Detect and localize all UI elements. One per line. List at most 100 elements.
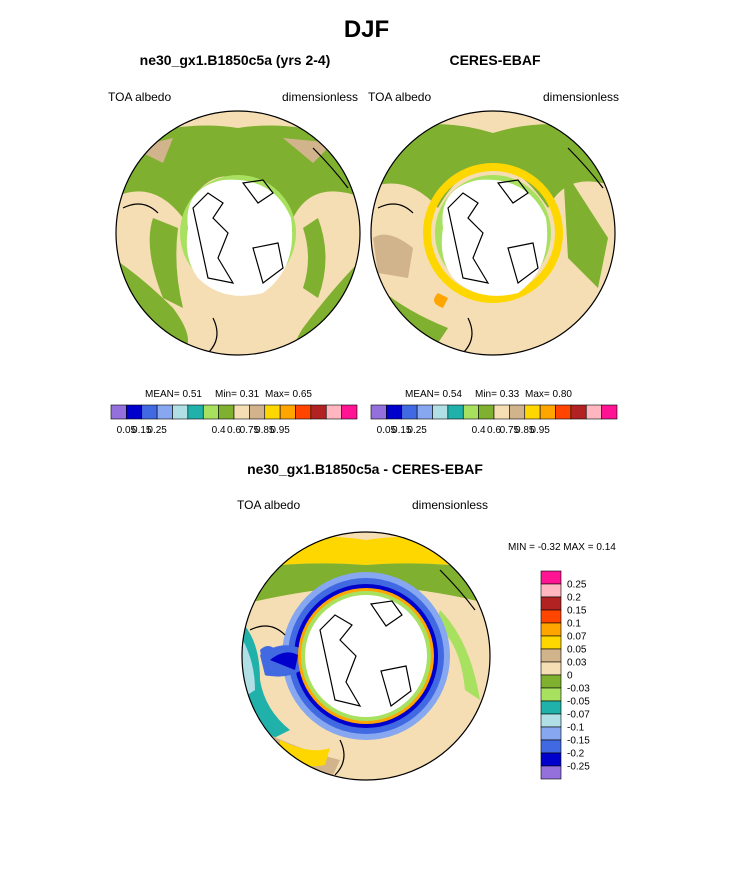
panel-2-variable-label: TOA albedo bbox=[368, 90, 432, 104]
panel-3-colorbar-swatch bbox=[540, 609, 562, 624]
panel-3-colorbar-swatch bbox=[540, 700, 562, 715]
panel-2-colorbar-swatch bbox=[539, 404, 556, 420]
panel-2-colorbar-tick-label: 0.05 bbox=[377, 425, 397, 436]
panel-3-colorbar-swatch bbox=[540, 648, 562, 663]
panel-1-colorbar-swatch bbox=[110, 404, 127, 420]
panel-1-min: Min= 0.31 bbox=[215, 389, 260, 400]
panel-2-max: Max= 0.80 bbox=[525, 389, 572, 400]
panel-2-colorbar-tick-label: 0.75 bbox=[500, 425, 520, 436]
panel-3-colorbar-tick-label: 0.25 bbox=[567, 580, 587, 591]
panel-3-title: ne30_gx1.B1850c5a - CERES-EBAF bbox=[247, 461, 483, 477]
panel-3-colorbar-tick-label: 0.15 bbox=[567, 606, 587, 617]
panel-1-colorbar: 0.050.150.25 0.4 0.60.750.850.95 bbox=[110, 404, 358, 436]
panel-1-colorbar-swatch bbox=[233, 404, 250, 420]
panel-1-colorbar-swatch bbox=[156, 404, 173, 420]
panel-1-colorbar-swatch bbox=[187, 404, 204, 420]
panel-2-colorbar-tick-label: 0.15 bbox=[392, 425, 412, 436]
panel-2-colorbar: 0.050.150.25 0.4 0.60.750.850.95 bbox=[370, 404, 618, 436]
panel-2-colorbar-swatch bbox=[585, 404, 602, 420]
panel-3-colorbar-tick-label: -0.05 bbox=[567, 697, 590, 708]
panel-2-title: CERES-EBAF bbox=[449, 52, 541, 68]
panel-1-colorbar-swatch bbox=[141, 404, 158, 420]
panel-1-variable-label: TOA albedo bbox=[108, 90, 172, 104]
panel-1-mean: MEAN= 0.51 bbox=[145, 389, 202, 400]
panel-1-colorbar-tick-label: 0.15 bbox=[132, 425, 152, 436]
panel-3-colorbar-tick-label: -0.03 bbox=[567, 684, 590, 695]
panel-3-colorbar-swatch bbox=[540, 687, 562, 702]
panel-3-polar-map bbox=[241, 531, 491, 781]
panel-3-colorbar-swatch bbox=[540, 596, 562, 611]
panel-1-colorbar-swatch bbox=[126, 404, 143, 420]
panel-3-colorbar-swatch bbox=[540, 739, 562, 754]
panel-3-colorbar-swatch bbox=[540, 570, 562, 585]
panel-2-colorbar-tick-label: 0.6 bbox=[487, 425, 501, 436]
panel-2-colorbar-swatch bbox=[432, 404, 449, 420]
panel-3-units-label: dimensionless bbox=[412, 498, 489, 512]
panel-2-colorbar-swatch bbox=[509, 404, 526, 420]
panel-2-units-label: dimensionless bbox=[543, 90, 620, 104]
panel-1-colorbar-swatch bbox=[310, 404, 327, 420]
panel-1-max: Max= 0.65 bbox=[265, 389, 312, 400]
panel-3-colorbar-swatch bbox=[540, 583, 562, 598]
panel-2-colorbar-swatch bbox=[370, 404, 387, 420]
panel-2-colorbar-swatch bbox=[416, 404, 433, 420]
panel-1-colorbar-tick-label: 0.85 bbox=[255, 425, 275, 436]
panel-2-colorbar-tick-label: 0.25 bbox=[407, 425, 427, 436]
panel-2-colorbar-swatch bbox=[524, 404, 541, 420]
panel-2-colorbar-swatch bbox=[462, 404, 479, 420]
panel-3-colorbar-swatch bbox=[540, 752, 562, 767]
panel-1-colorbar-tick-label: 0.75 bbox=[240, 425, 260, 436]
panel-1-colorbar-swatch bbox=[249, 404, 266, 420]
panel-1-colorbar-swatch bbox=[172, 404, 189, 420]
panel-3-colorbar-swatch bbox=[540, 765, 562, 780]
panel-3-colorbar-swatch bbox=[540, 713, 562, 728]
panel-2-colorbar-swatch bbox=[401, 404, 418, 420]
panel-1-colorbar-swatch bbox=[325, 404, 342, 420]
panel-3-colorbar-swatch bbox=[540, 622, 562, 637]
panel-1-colorbar-tick-label: 0.6 bbox=[227, 425, 241, 436]
panel-1-colorbar-tick-label: 0.25 bbox=[147, 425, 167, 436]
panel-3-colorbar-tick-label: 0.05 bbox=[567, 645, 587, 656]
panel-3-colorbar-tick-label: -0.2 bbox=[567, 749, 585, 760]
panel-3-colorbar-tick-label: -0.1 bbox=[567, 723, 585, 734]
panel-3-colorbar: 0.25 0.2 0.15 0.1 0.07 0.05 0.03 0 -0.03 -0.05 -0.… bbox=[540, 570, 590, 780]
figure-title: DJF bbox=[343, 16, 390, 43]
panel-3-colorbar-tick-label: 0 bbox=[567, 671, 573, 682]
panel-1-polar-map bbox=[115, 110, 361, 356]
panel-1-colorbar-swatch bbox=[279, 404, 296, 420]
panel-2-colorbar-swatch bbox=[478, 404, 495, 420]
panel-1-colorbar-swatch bbox=[218, 404, 235, 420]
panel-2-colorbar-tick-label: 0.95 bbox=[530, 425, 550, 436]
panel-3-colorbar-swatch bbox=[540, 635, 562, 650]
panel-2-min: Min= 0.33 bbox=[475, 389, 520, 400]
panel-2-colorbar-tick-label: 0.85 bbox=[515, 425, 535, 436]
panel-3-colorbar-swatch bbox=[540, 661, 562, 676]
panel-3-colorbar-swatch bbox=[540, 726, 562, 741]
panel-3-variable-label: TOA albedo bbox=[237, 498, 301, 512]
panel-3-colorbar-tick-label: -0.25 bbox=[567, 762, 590, 773]
panel-1-colorbar-swatch bbox=[264, 404, 281, 420]
panel-2-mean: MEAN= 0.54 bbox=[405, 389, 462, 400]
panel-1-colorbar-tick-label: 0.4 bbox=[212, 425, 226, 436]
panel-2-colorbar-swatch bbox=[555, 404, 572, 420]
panel-1-colorbar-tick-label: 0.05 bbox=[117, 425, 137, 436]
panel-2-colorbar-swatch bbox=[601, 404, 618, 420]
panel-2-colorbar-swatch bbox=[493, 404, 510, 420]
panel-3-colorbar-tick-label: 0.07 bbox=[567, 632, 587, 643]
panel-1-title: ne30_gx1.B1850c5a (yrs 2-4) bbox=[139, 52, 331, 68]
panel-1-colorbar-swatch bbox=[202, 404, 219, 420]
panel-1-units-label: dimensionless bbox=[282, 90, 359, 104]
panel-3-colorbar-tick-label: -0.15 bbox=[567, 736, 590, 747]
panel-2-colorbar-swatch bbox=[386, 404, 403, 420]
panel-3-minmax: MIN = -0.32 MAX = 0.14 bbox=[508, 542, 616, 553]
panel-2-colorbar-swatch bbox=[570, 404, 587, 420]
panel-3-colorbar-swatch bbox=[540, 674, 562, 689]
panel-2-polar-map bbox=[370, 110, 616, 356]
panel-1-colorbar-tick-label: 0.95 bbox=[270, 425, 290, 436]
panel-3-colorbar-tick-label: 0.2 bbox=[567, 593, 581, 604]
panel-1-colorbar-swatch bbox=[341, 404, 358, 420]
panel-1-colorbar-swatch bbox=[295, 404, 312, 420]
panel-3-colorbar-tick-label: 0.1 bbox=[567, 619, 581, 630]
panel-3-colorbar-tick-label: 0.03 bbox=[567, 658, 587, 669]
panel-3-colorbar-tick-label: -0.07 bbox=[567, 710, 590, 721]
